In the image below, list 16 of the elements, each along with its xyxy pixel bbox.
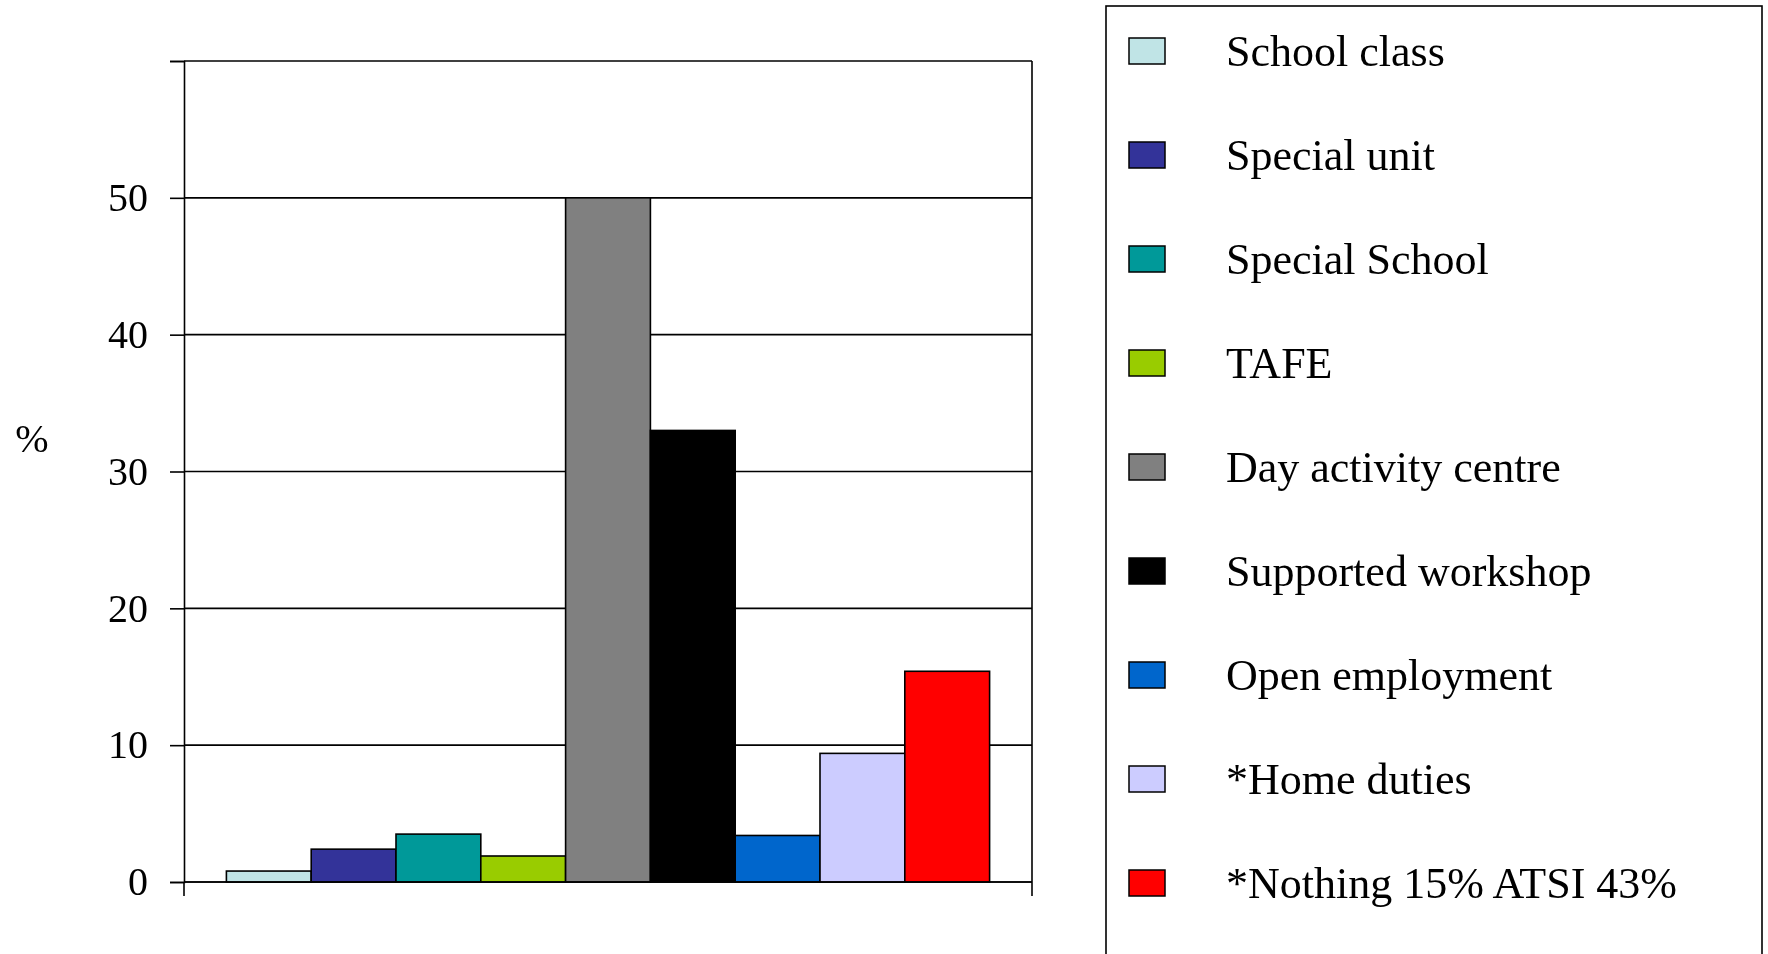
- legend-label: Open employment: [1226, 651, 1553, 700]
- legend-label: School class: [1226, 27, 1445, 76]
- legend-label: *Nothing 15% ATSI 43%: [1226, 859, 1677, 908]
- y-axis-title: %: [15, 415, 49, 461]
- legend-label: Special unit: [1226, 131, 1435, 180]
- y-tick-label: 0: [128, 859, 148, 905]
- y-tick-label: 20: [108, 585, 148, 631]
- legend-label: Special School: [1226, 235, 1489, 284]
- y-tick-label: 30: [108, 448, 148, 494]
- legend-label: Supported workshop: [1226, 547, 1592, 596]
- legend-label: *Home duties: [1226, 755, 1472, 804]
- y-tick-label: 50: [108, 175, 148, 221]
- legend-label: TAFE: [1226, 339, 1333, 388]
- y-tick-label: 40: [108, 311, 148, 357]
- legend-label: Day activity centre: [1226, 443, 1561, 492]
- y-tick-label: 10: [108, 722, 148, 768]
